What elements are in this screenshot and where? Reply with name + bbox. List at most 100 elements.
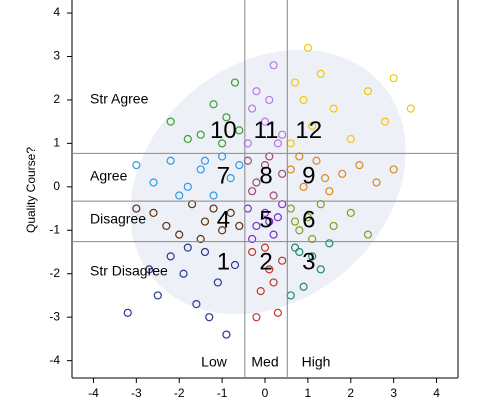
point bbox=[248, 247, 257, 257]
point bbox=[248, 104, 257, 113]
y-tick-label: -2 bbox=[49, 266, 60, 280]
cell-label: 9 bbox=[302, 163, 315, 190]
point bbox=[218, 139, 227, 148]
point bbox=[269, 278, 278, 287]
x-tick-label: -3 bbox=[131, 386, 142, 400]
point bbox=[273, 308, 282, 317]
point bbox=[265, 265, 274, 274]
point bbox=[248, 234, 257, 244]
point bbox=[252, 221, 261, 231]
point bbox=[200, 247, 210, 257]
point bbox=[226, 208, 235, 217]
point bbox=[389, 74, 398, 83]
point bbox=[200, 156, 210, 165]
point bbox=[265, 95, 274, 105]
point bbox=[299, 182, 308, 191]
point bbox=[389, 165, 398, 174]
point bbox=[132, 204, 141, 213]
cell-label: 12 bbox=[295, 117, 322, 144]
cell-label: 10 bbox=[210, 117, 237, 144]
point bbox=[256, 287, 265, 296]
point bbox=[200, 217, 210, 226]
point bbox=[149, 208, 158, 217]
point bbox=[235, 221, 244, 231]
point bbox=[278, 169, 287, 178]
point bbox=[235, 161, 244, 170]
x-tick-label: -1 bbox=[217, 386, 228, 400]
point bbox=[166, 156, 175, 165]
point bbox=[230, 260, 240, 270]
point bbox=[355, 161, 364, 170]
point bbox=[196, 234, 205, 244]
point bbox=[363, 87, 373, 96]
point bbox=[265, 217, 274, 226]
x-tick-label: 4 bbox=[433, 386, 440, 400]
x-tick-label: 0 bbox=[262, 386, 269, 400]
point bbox=[218, 226, 227, 235]
point bbox=[252, 87, 261, 96]
point bbox=[278, 256, 287, 265]
x-tick-label: -2 bbox=[174, 386, 185, 400]
point bbox=[260, 243, 270, 252]
point bbox=[183, 182, 192, 191]
cell-label: 8 bbox=[259, 163, 272, 190]
point bbox=[303, 213, 312, 222]
point bbox=[320, 174, 330, 183]
cell-label: 5 bbox=[259, 207, 272, 234]
point bbox=[329, 104, 338, 113]
point bbox=[162, 221, 171, 231]
point bbox=[166, 117, 175, 126]
point bbox=[299, 95, 308, 105]
point bbox=[260, 208, 270, 217]
y-tick-label: -4 bbox=[49, 353, 60, 367]
cell-label: 4 bbox=[217, 207, 230, 234]
point bbox=[273, 139, 282, 148]
row-label: Agree bbox=[90, 168, 128, 184]
point bbox=[252, 313, 261, 322]
point bbox=[363, 230, 373, 239]
cell-label: 2 bbox=[259, 249, 272, 276]
point bbox=[269, 191, 278, 200]
cell-label: 11 bbox=[254, 117, 279, 144]
point bbox=[196, 165, 205, 174]
row-label: Str Agree bbox=[90, 91, 149, 107]
point bbox=[213, 278, 222, 287]
point bbox=[226, 174, 235, 183]
column-label: Low bbox=[201, 354, 228, 370]
point bbox=[372, 178, 381, 187]
point bbox=[406, 104, 415, 113]
y-tick-label: 2 bbox=[53, 92, 60, 106]
x-tick-label: 2 bbox=[347, 386, 354, 400]
cell-label: 3 bbox=[302, 249, 315, 276]
cell-label: 7 bbox=[217, 163, 230, 190]
point bbox=[295, 226, 304, 235]
point bbox=[145, 265, 154, 274]
point bbox=[209, 204, 218, 213]
point bbox=[269, 61, 278, 70]
point bbox=[260, 117, 270, 126]
point bbox=[183, 243, 192, 252]
point bbox=[325, 187, 334, 196]
y-axis-label: Quality Course? bbox=[24, 147, 38, 233]
point bbox=[329, 221, 338, 231]
point bbox=[338, 169, 347, 178]
y-tick-label: 1 bbox=[53, 136, 60, 150]
point bbox=[299, 282, 308, 291]
point bbox=[132, 161, 141, 170]
point bbox=[273, 213, 282, 222]
ellipse-region bbox=[130, 49, 406, 315]
point bbox=[175, 191, 184, 200]
point bbox=[179, 269, 188, 278]
y-tick-label: 4 bbox=[53, 5, 60, 19]
column-label: High bbox=[302, 354, 331, 370]
point bbox=[209, 100, 218, 109]
point bbox=[346, 134, 355, 144]
point bbox=[308, 121, 317, 131]
point bbox=[278, 130, 287, 139]
point bbox=[290, 78, 300, 87]
point bbox=[308, 252, 317, 261]
point bbox=[290, 217, 300, 226]
point bbox=[205, 313, 214, 322]
point bbox=[303, 43, 312, 52]
